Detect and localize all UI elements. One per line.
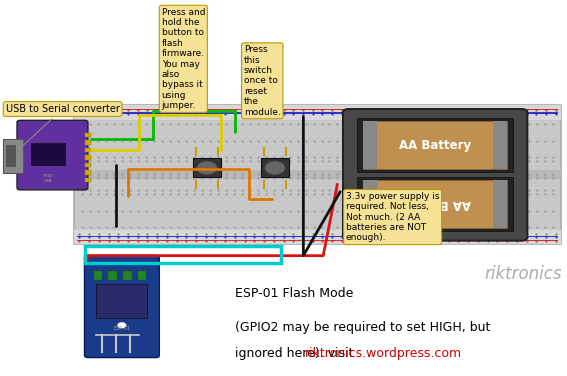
Text: AA Battery: AA Battery (399, 139, 471, 152)
Bar (261, 159, 289, 177)
FancyBboxPatch shape (17, 120, 88, 190)
FancyBboxPatch shape (84, 255, 159, 358)
Bar (363, 180, 377, 228)
Bar (74, 170, 561, 179)
Bar (85, 163, 91, 167)
Bar (77, 236, 558, 237)
Circle shape (265, 161, 285, 175)
Text: riktronics.wordpress.com: riktronics.wordpress.com (304, 347, 462, 360)
Bar (85, 155, 91, 160)
Bar (85, 148, 91, 152)
Bar (85, 170, 91, 175)
Bar (363, 121, 377, 169)
Bar (363, 121, 507, 169)
Bar (31, 143, 65, 165)
Text: ESP-01: ESP-01 (113, 326, 130, 332)
Bar (3, 139, 23, 173)
Bar (96, 284, 147, 318)
Text: riktronics: riktronics (485, 265, 562, 284)
Text: FTDI
USB: FTDI USB (44, 174, 53, 183)
Circle shape (197, 161, 217, 175)
Bar (85, 246, 281, 263)
Bar (6, 145, 16, 167)
Text: Press
this
switch
once to
reset
the
module.: Press this switch once to reset the modu… (244, 45, 281, 117)
Bar (357, 118, 513, 172)
Bar (74, 230, 561, 244)
Bar (363, 180, 507, 228)
Circle shape (117, 322, 126, 328)
Bar (77, 109, 558, 110)
Bar (85, 178, 91, 182)
Text: Press and
hold the
button to
flash
firmware.
You may
also
bypass it
using
jumper: Press and hold the button to flash firmw… (162, 8, 206, 110)
Text: (GPIO2 may be required to set HIGH, but: (GPIO2 may be required to set HIGH, but (235, 321, 490, 334)
Bar (193, 159, 221, 177)
Bar (138, 271, 146, 280)
FancyBboxPatch shape (343, 109, 527, 241)
Text: 3.3v power supply is
required. Not less,
Not much. (2 AA
batteries are NOT
enoug: 3.3v power supply is required. Not less,… (346, 192, 439, 243)
Bar (357, 177, 513, 231)
Text: ESP-01 Flash Mode: ESP-01 Flash Mode (235, 287, 354, 300)
Bar (94, 271, 102, 280)
Bar (77, 240, 558, 241)
Bar (493, 180, 507, 228)
Bar (74, 105, 561, 120)
Bar (493, 121, 507, 169)
Bar (123, 271, 132, 280)
Bar (108, 271, 117, 280)
Text: ignored here). visit: ignored here). visit (235, 347, 358, 360)
Bar (85, 133, 91, 137)
Bar (74, 105, 561, 244)
Text: USB to Serial converter: USB to Serial converter (6, 104, 120, 147)
Text: AA Battery: AA Battery (399, 197, 471, 211)
Bar (77, 112, 558, 114)
Bar (85, 140, 91, 145)
